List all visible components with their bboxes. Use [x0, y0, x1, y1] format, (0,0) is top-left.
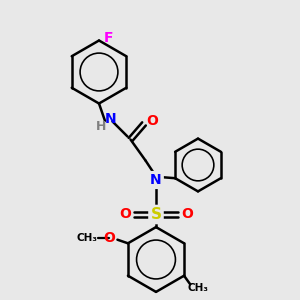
Text: O: O [146, 114, 158, 128]
Text: CH₃: CH₃ [76, 233, 97, 243]
Text: O: O [103, 231, 115, 245]
Text: O: O [119, 208, 131, 221]
Text: S: S [151, 207, 161, 222]
Text: N: N [105, 112, 116, 126]
Text: F: F [104, 31, 113, 44]
Text: O: O [181, 208, 193, 221]
Text: N: N [150, 173, 162, 187]
Text: H: H [96, 120, 106, 134]
Text: CH₃: CH₃ [188, 283, 209, 293]
